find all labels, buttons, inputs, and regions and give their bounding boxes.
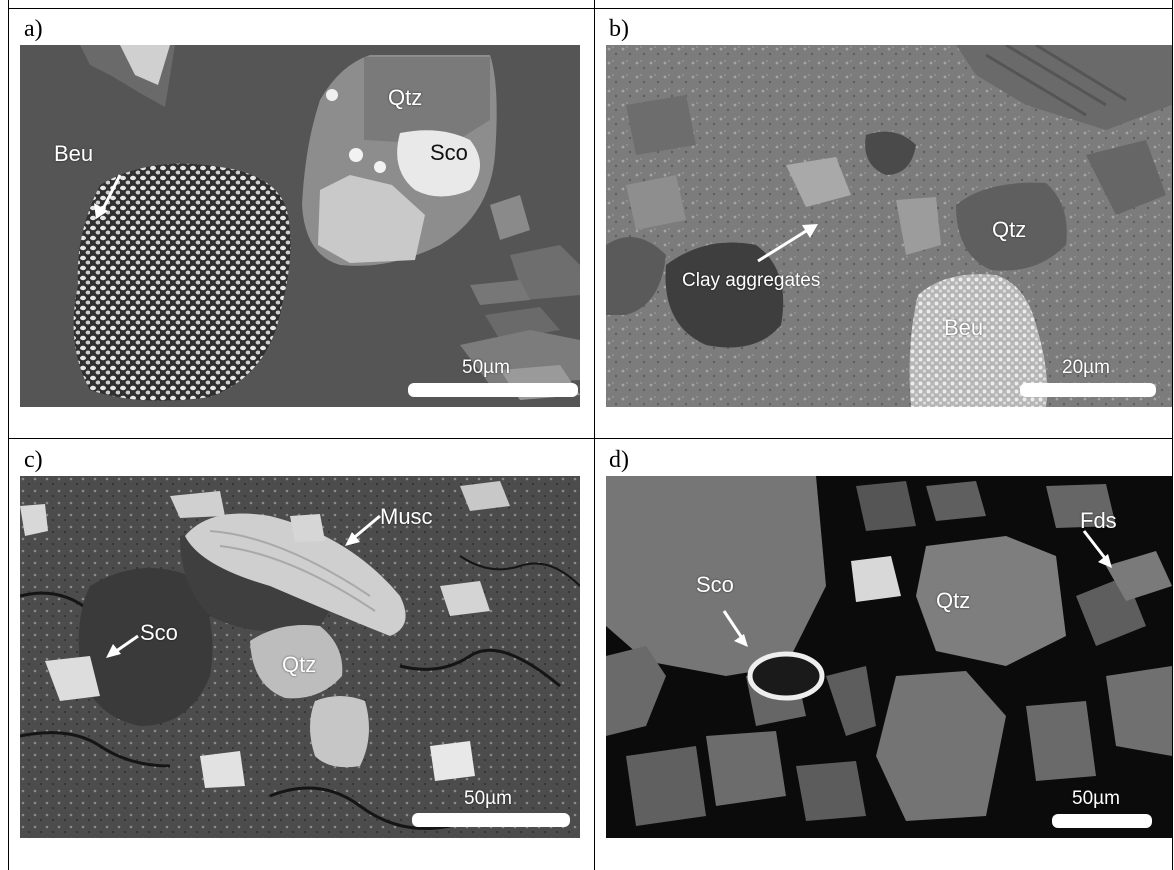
panel-d-scale-bar — [1052, 814, 1152, 828]
panel-d-scale-label: 50µm — [1072, 788, 1120, 809]
panel-b-label-beu: Beu — [944, 315, 984, 340]
panel-c-letter: c) — [24, 447, 43, 473]
panel-d-letter: d) — [609, 447, 629, 473]
panel-a-scale-bar — [408, 383, 578, 397]
panel-b-image — [606, 45, 1172, 407]
panel-a-label-beu: Beu — [54, 141, 94, 166]
grid-line-right — [1172, 0, 1173, 870]
panel-b-micrograph: Qtz Clay aggregates Beu 20µm — [606, 45, 1172, 407]
panel-c-scale-bar — [412, 813, 570, 827]
grid-line-middle — [594, 0, 595, 870]
grid-line-top — [8, 8, 1173, 9]
panel-d-label-sco: Sco — [696, 572, 734, 597]
panel-b-letter: b) — [609, 16, 629, 42]
panel-d-label-qtz: Qtz — [936, 588, 971, 613]
panel-a-letter: a) — [24, 16, 43, 42]
panel-b-label-clay-aggregates: Clay aggregates — [682, 270, 821, 291]
grid-line-left — [8, 0, 9, 870]
panel-a-image — [20, 45, 580, 407]
panel-a-label-sco: Sco — [430, 140, 468, 165]
panel-c-micrograph: Musc Sco Qtz 50µm — [20, 476, 580, 838]
panel-b-label-qtz: Qtz — [992, 217, 1027, 242]
panel-d-label-fds: Fds — [1080, 508, 1117, 533]
grid-line-center — [8, 438, 1173, 439]
panel-a-scale-label: 50µm — [462, 357, 510, 378]
panel-c-scale-label: 50µm — [464, 788, 512, 809]
panel-c-label-qtz: Qtz — [282, 652, 317, 677]
panel-d-image — [606, 476, 1172, 838]
panel-c-label-sco: Sco — [140, 620, 178, 645]
panel-a-micrograph: Beu Qtz Sco 50µm — [20, 45, 580, 407]
panel-d-micrograph: Fds Sco Qtz 50µm — [606, 476, 1172, 838]
panel-c-image — [20, 476, 580, 838]
panel-c-label-musc: Musc — [380, 504, 433, 529]
panel-b-scale-label: 20µm — [1062, 357, 1110, 378]
panel-b-scale-bar — [1020, 383, 1156, 397]
panel-a-label-qtz: Qtz — [388, 85, 423, 110]
